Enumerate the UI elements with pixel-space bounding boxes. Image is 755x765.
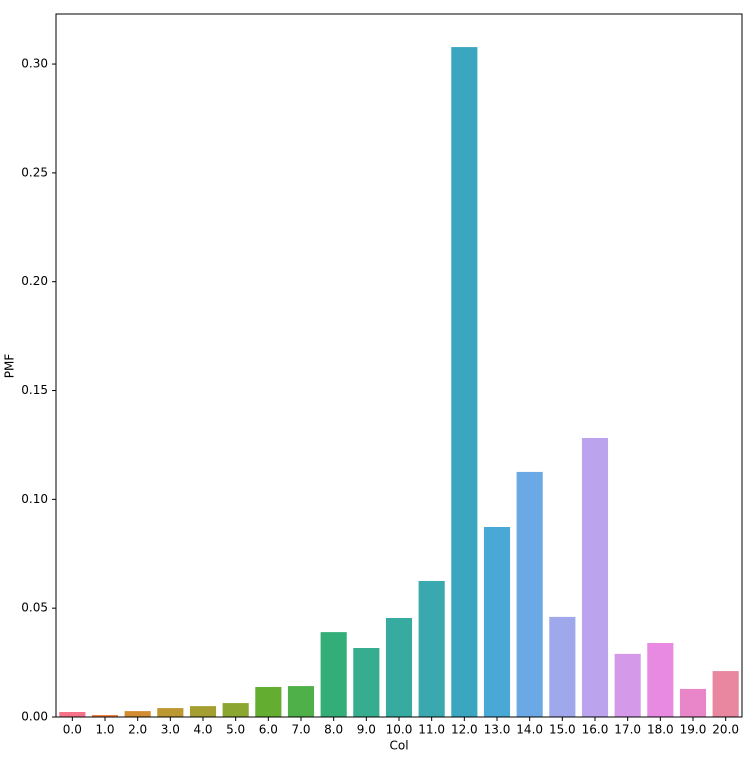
x-axis-label: Col (389, 739, 408, 753)
bar (614, 653, 641, 717)
y-tick-label: 0.10 (21, 492, 48, 506)
y-tick-label: 0.25 (21, 165, 48, 179)
bar (255, 686, 282, 717)
bar (222, 703, 249, 717)
x-tick-label: 10.0 (386, 723, 413, 737)
x-tick-label: 15.0 (549, 723, 576, 737)
x-tick-label: 13.0 (484, 723, 511, 737)
y-tick-label: 0.20 (21, 274, 48, 288)
bar (124, 711, 151, 717)
bar (451, 47, 478, 718)
bar (287, 686, 315, 717)
bar (91, 715, 119, 717)
bar (189, 706, 217, 717)
bar (320, 632, 347, 717)
x-tick-label: 8.0 (324, 723, 343, 737)
x-tick-label: 18.0 (647, 723, 674, 737)
y-tick-label: 0.05 (21, 601, 48, 615)
x-tick-label: 17.0 (614, 723, 641, 737)
x-tick-label: 12.0 (451, 723, 478, 737)
x-tick-label: 19.0 (680, 723, 707, 737)
bar (483, 526, 511, 717)
x-tick-label: 1.0 (95, 723, 114, 737)
bar (712, 671, 739, 717)
y-axis-label: PMF (3, 354, 17, 379)
bar (418, 580, 445, 717)
x-tick-label: 6.0 (259, 723, 278, 737)
bar (59, 711, 86, 717)
y-tick-label: 0.15 (21, 383, 48, 397)
bar (157, 708, 184, 717)
bar (385, 617, 413, 717)
bar (353, 648, 380, 717)
x-tick-label: 14.0 (516, 723, 543, 737)
bar (516, 471, 543, 717)
plot-frame (55, 13, 743, 718)
x-tick-label: 3.0 (161, 723, 180, 737)
x-tick-label: 5.0 (226, 723, 245, 737)
x-tick-label: 0.0 (63, 723, 82, 737)
x-tick-label: 11.0 (418, 723, 445, 737)
x-tick-label: 7.0 (291, 723, 310, 737)
y-tick-label: 0.30 (21, 57, 48, 71)
x-tick-label: 20.0 (712, 723, 739, 737)
bar (647, 643, 674, 717)
bar (549, 616, 576, 717)
y-tick-label: 0.00 (21, 710, 48, 724)
x-tick-label: 4.0 (193, 723, 212, 737)
x-tick-label: 9.0 (357, 723, 376, 737)
x-tick-label: 2.0 (128, 723, 147, 737)
x-tick-label: 16.0 (582, 723, 609, 737)
bar (679, 688, 707, 717)
bar (581, 437, 609, 717)
